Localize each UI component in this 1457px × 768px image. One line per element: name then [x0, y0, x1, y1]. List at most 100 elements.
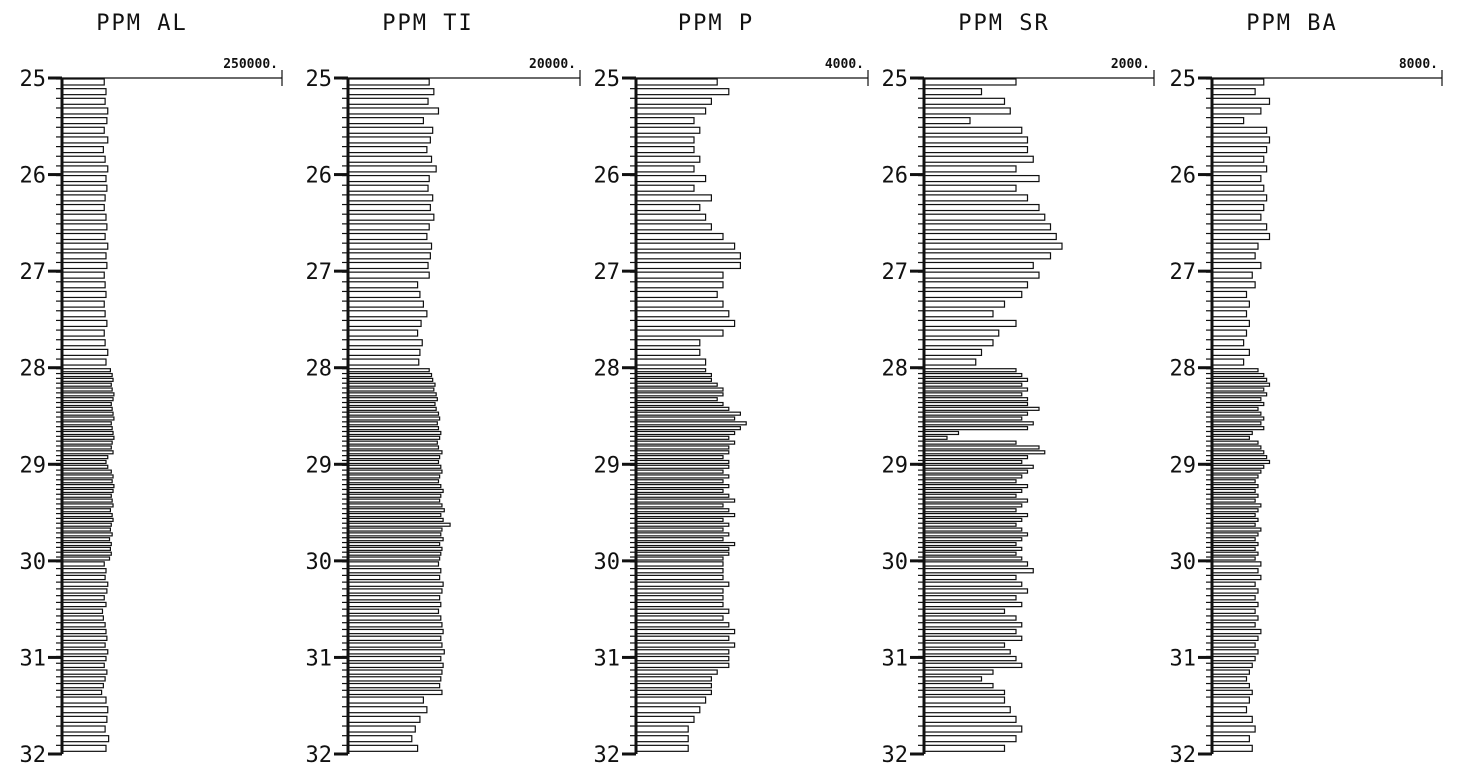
tick-label: 25 [594, 67, 621, 92]
bar [347, 484, 442, 489]
bar [1211, 401, 1265, 407]
bar [347, 165, 437, 173]
bar [635, 329, 724, 337]
bar [61, 416, 115, 421]
bar [635, 532, 730, 537]
tick-label: 32 [882, 743, 909, 768]
bar [347, 682, 441, 689]
bar [923, 512, 1029, 518]
bar [347, 78, 430, 86]
bar [61, 527, 112, 532]
bar [347, 377, 434, 382]
bar [347, 435, 441, 440]
bar [61, 426, 113, 431]
bar [61, 537, 111, 542]
bar [1211, 382, 1271, 387]
bar [635, 725, 689, 733]
bar [923, 252, 1052, 260]
bar [635, 546, 730, 551]
bar [1211, 556, 1256, 561]
bar [923, 117, 971, 125]
bar [61, 744, 107, 752]
tick-label: 31 [882, 646, 909, 671]
bar [1211, 213, 1262, 221]
tick-label: 32 [1170, 743, 1197, 768]
bar [347, 503, 443, 508]
bar [61, 551, 112, 556]
bar [635, 117, 695, 125]
bar [1211, 387, 1265, 392]
bar [1211, 527, 1262, 532]
bar [923, 561, 1029, 567]
bar [61, 706, 109, 714]
bar [61, 689, 103, 696]
bar [923, 397, 1029, 402]
bar [347, 392, 437, 397]
bar [61, 512, 113, 518]
bar [61, 300, 105, 308]
bar [61, 735, 110, 743]
bar [1211, 503, 1262, 508]
scale-max-label: 20000. [529, 57, 576, 72]
bar [635, 689, 713, 696]
bar [61, 392, 115, 397]
bar [1211, 682, 1250, 689]
bar [347, 595, 441, 601]
bar [923, 725, 1023, 733]
bar [923, 416, 1023, 421]
bar [1211, 445, 1262, 450]
bar [1211, 561, 1262, 567]
bar [923, 411, 1029, 416]
bar [635, 649, 730, 655]
bar [1211, 392, 1268, 397]
bar [1211, 628, 1262, 635]
bar [347, 517, 444, 522]
bar [635, 174, 707, 183]
tick-label: 29 [882, 453, 909, 478]
bar [347, 532, 442, 537]
bar [1211, 232, 1271, 241]
bar [1211, 546, 1256, 551]
bar [1211, 715, 1253, 723]
bar [923, 88, 983, 96]
bar [61, 117, 108, 125]
bar [1211, 615, 1259, 621]
bar [1211, 541, 1259, 547]
bar [61, 601, 107, 608]
bar [1211, 479, 1256, 484]
bar [61, 568, 107, 574]
bar [347, 310, 428, 318]
bar [1211, 450, 1265, 455]
bar [61, 430, 114, 436]
bar [1211, 588, 1259, 594]
bar [61, 136, 109, 144]
bar [635, 271, 724, 279]
bar [635, 78, 718, 86]
bar [347, 689, 443, 696]
bar [635, 527, 724, 532]
bar [635, 97, 713, 105]
bar [61, 372, 113, 378]
bar [347, 622, 443, 628]
bar [635, 479, 724, 484]
bar [1211, 377, 1268, 382]
bar [61, 232, 106, 241]
tick-label: 26 [306, 164, 333, 189]
bar [1211, 642, 1256, 648]
bar [923, 522, 1017, 527]
bar [1211, 411, 1262, 416]
bar [61, 588, 108, 594]
bar [61, 184, 108, 192]
bar [347, 174, 430, 183]
bar [923, 676, 983, 682]
bar [923, 715, 1017, 723]
bar [1211, 421, 1262, 426]
scale-max-label: 2000. [1111, 57, 1150, 72]
bar [347, 649, 445, 655]
bar [61, 498, 113, 503]
bar [635, 474, 730, 479]
bar [61, 662, 105, 669]
tick-label: 25 [1170, 67, 1197, 92]
tick-label: 27 [20, 260, 47, 285]
tick-label: 29 [306, 453, 333, 478]
